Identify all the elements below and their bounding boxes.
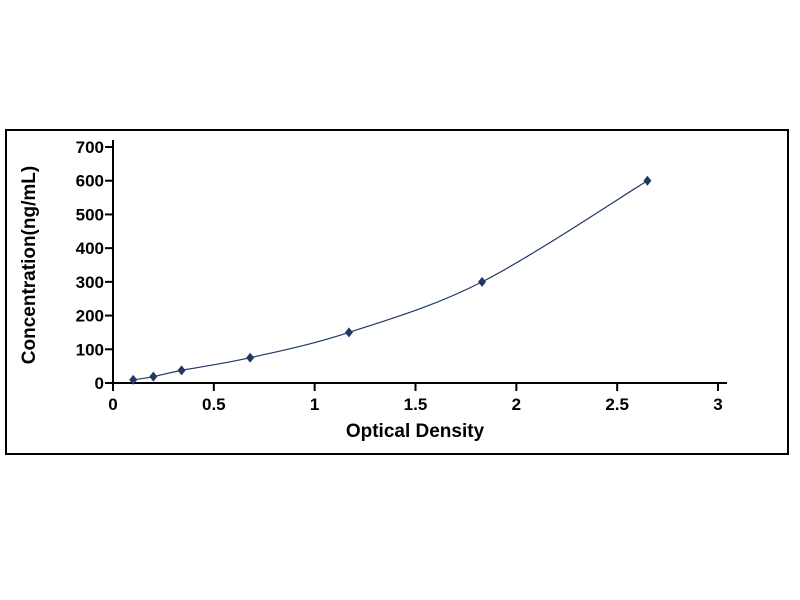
data-point-diamond xyxy=(478,276,487,287)
x-tick-label: 3 xyxy=(713,395,722,414)
y-tick-label: 300 xyxy=(76,273,104,292)
data-point-diamond xyxy=(177,365,186,376)
data-point-diamond xyxy=(149,371,158,382)
data-point-diamond xyxy=(643,175,652,186)
y-tick-label: 600 xyxy=(76,172,104,191)
series-curve xyxy=(133,180,648,381)
data-point-diamond xyxy=(129,374,138,385)
x-tick-label: 2 xyxy=(512,395,521,414)
y-tick-label: 0 xyxy=(95,374,104,393)
y-tick-label: 100 xyxy=(76,340,104,359)
y-axis-title: Concentration(ng/mL) xyxy=(19,166,40,364)
chart-figure: 0 0.5 1 1.5 2 2.5 3 0 100 200 300 400 500 600 700 Opti… xyxy=(5,129,789,455)
data-point-diamond xyxy=(344,327,353,338)
x-tick-label: 0 xyxy=(108,395,117,414)
y-tick-label: 500 xyxy=(76,205,104,224)
standard-curve-chart: 0 0.5 1 1.5 2 2.5 3 0 100 200 300 400 500 600 700 Opti… xyxy=(19,138,727,442)
x-tick-label: 1 xyxy=(310,395,319,414)
x-tick-label: 2.5 xyxy=(605,395,629,414)
y-tick-label: 200 xyxy=(76,307,104,326)
x-axis-title: Optical Density xyxy=(346,421,485,442)
y-tick-label: 400 xyxy=(76,239,104,258)
x-tick-label: 1.5 xyxy=(404,395,428,414)
data-point-diamond xyxy=(246,352,255,363)
plot-layer: 0 0.5 1 1.5 2 2.5 3 0 100 200 300 400 500 600 700 xyxy=(76,138,727,414)
y-tick-label: 700 xyxy=(76,138,104,157)
x-tick-label: 0.5 xyxy=(202,395,226,414)
